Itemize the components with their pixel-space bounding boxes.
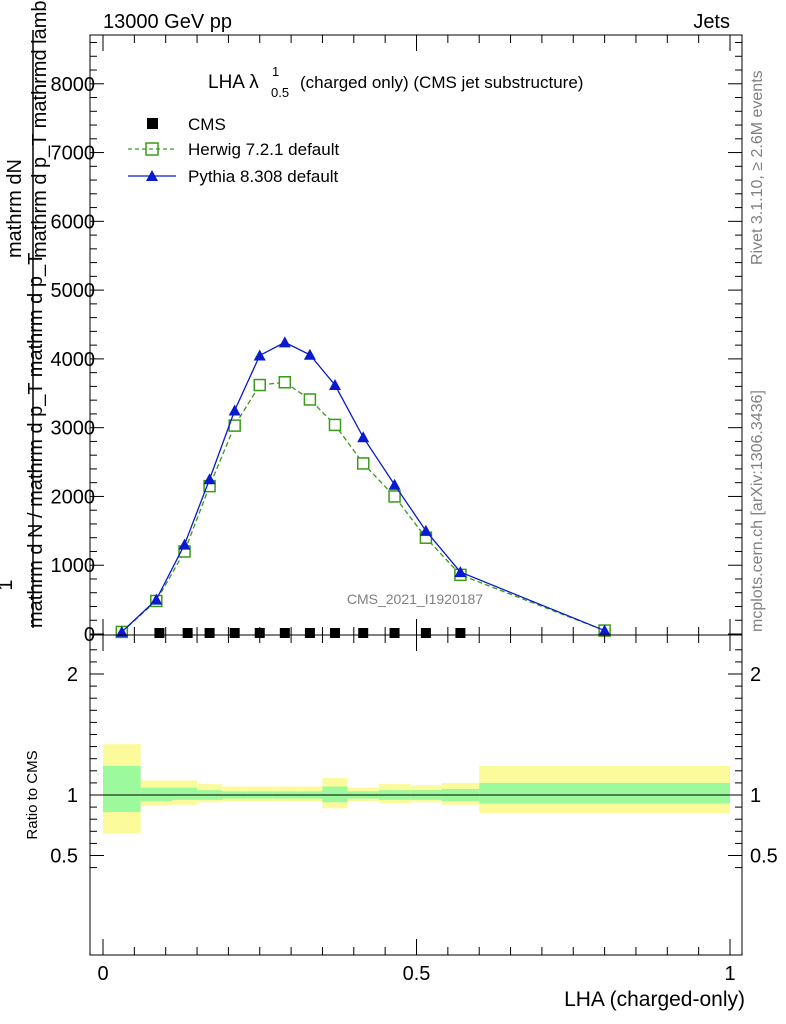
xtick-label: 1 xyxy=(724,963,735,985)
main-ytick-label: 8000 xyxy=(51,74,96,96)
cms-point xyxy=(154,628,165,638)
xtick-label: 0 xyxy=(97,963,108,985)
ratio-band-inner xyxy=(322,786,348,803)
main-ytick-label: 4000 xyxy=(51,349,96,371)
main-ytick-label: 0 xyxy=(84,624,95,646)
cms-point xyxy=(389,628,400,638)
ylabel-numerator-2: mathrm d p_T mathrmd lambda xyxy=(29,0,51,258)
pythia-point xyxy=(278,336,291,348)
ylabel-denominator: mathrm d N / mathrm d p_T mathrm d p_T xyxy=(25,253,47,628)
herwig-point xyxy=(303,393,317,406)
cms-point xyxy=(229,628,240,638)
ratio-ytick-label-right: 0.5 xyxy=(750,846,778,868)
x-axis-label: LHA (charged-only) xyxy=(564,988,745,1011)
main-ytick-label: 2000 xyxy=(51,486,96,508)
pythia-point xyxy=(388,478,401,490)
series-layer xyxy=(115,336,611,639)
ylabel-numerator: mathrm dN xyxy=(4,159,26,258)
main-ytick-label: 6000 xyxy=(51,211,96,233)
title-rest: (charged only) (CMS jet substructure) xyxy=(300,73,583,92)
ylabel-one: 1 xyxy=(0,579,17,590)
pythia-point xyxy=(253,349,266,361)
header-energy: 13000 GeV pp xyxy=(103,11,232,33)
herwig-line xyxy=(121,381,605,633)
main-ytick-label: 5000 xyxy=(51,280,96,302)
pythia-point xyxy=(303,348,316,360)
pythia-point xyxy=(178,538,191,550)
main-ytick-label: 3000 xyxy=(51,418,96,440)
pythia-point xyxy=(150,593,163,605)
ratio-band-inner xyxy=(171,787,198,800)
herwig-point xyxy=(388,490,401,503)
cms-point xyxy=(182,628,193,638)
ratio-x-axis: 0 0.5 1 xyxy=(97,635,736,985)
cms-point xyxy=(254,628,265,638)
pythia-point xyxy=(598,624,611,636)
plot-title: LHA λ 1 0.5 (charged only) (CMS jet subs… xyxy=(208,64,583,100)
herwig-point xyxy=(253,378,266,392)
ratio-band-inner xyxy=(103,765,141,812)
pythia-point xyxy=(228,404,241,416)
ratio-band-inner xyxy=(479,782,730,804)
pythia-point xyxy=(419,524,432,536)
cms-point xyxy=(304,628,315,638)
main-ylabel: 1 mathrm dN mathrm d p_T mathrmd lambda … xyxy=(0,0,51,628)
legend-cms-label: CMS xyxy=(188,115,226,134)
mcplots-credit: mcplots.cern.ch [arXiv:1306.3436] xyxy=(749,390,766,632)
cms-point xyxy=(358,628,369,638)
ratio-ytick-label-right: 2 xyxy=(750,664,761,686)
cms-point xyxy=(204,628,215,638)
cms-point xyxy=(279,628,290,638)
xtick-label: 0.5 xyxy=(403,963,431,985)
ratio-y-axis: 0.5 0.5 1 1 2 2 xyxy=(50,649,778,869)
analysis-watermark: CMS_2021_I1920187 xyxy=(347,591,483,607)
title-superscript: 1 xyxy=(272,64,279,79)
pythia-point xyxy=(203,473,216,485)
legend-cms-marker xyxy=(147,118,158,129)
legend-herwig-label: Herwig 7.2.1 default xyxy=(188,140,339,159)
header-process: Jets xyxy=(693,11,730,33)
pythia-point xyxy=(454,566,467,578)
ratio-ytick-label: 1 xyxy=(67,785,78,807)
ratio-ytick-label-right: 1 xyxy=(750,785,761,807)
title-main: LHA λ xyxy=(208,72,259,93)
herwig-point xyxy=(278,376,292,389)
legend: CMS Herwig 7.2.1 default Pythia 8.308 de… xyxy=(128,115,339,186)
pythia-point xyxy=(357,431,370,443)
ratio-bands xyxy=(90,744,742,834)
pythia-line xyxy=(121,341,605,633)
main-ytick-label: 1000 xyxy=(51,555,96,577)
legend-pythia-label: Pythia 8.308 default xyxy=(188,167,339,186)
pythia-point xyxy=(328,379,341,391)
herwig-point xyxy=(328,418,342,432)
cms-point xyxy=(329,628,340,638)
pythia-point xyxy=(115,625,128,637)
legend-herwig-marker xyxy=(145,142,159,156)
ratio-ytick-label: 2 xyxy=(67,664,78,686)
ratio-band-inner xyxy=(140,787,172,802)
herwig-point xyxy=(356,457,370,470)
cms-point xyxy=(455,628,466,638)
ratio-ytick-label: 0.5 xyxy=(50,846,78,868)
title-subscript: 0.5 xyxy=(271,85,289,100)
main-ytick-label: 7000 xyxy=(51,143,96,165)
cms-point xyxy=(420,628,431,638)
legend-pythia-marker xyxy=(146,170,158,181)
rivet-version: Rivet 3.1.10, ≥ 2.6M events xyxy=(749,70,766,265)
main-y-axis: 0 1000 2000 3000 4000 5000 6000 7000 8000 xyxy=(51,42,742,646)
ratio-ylabel: Ratio to CMS xyxy=(24,750,41,839)
